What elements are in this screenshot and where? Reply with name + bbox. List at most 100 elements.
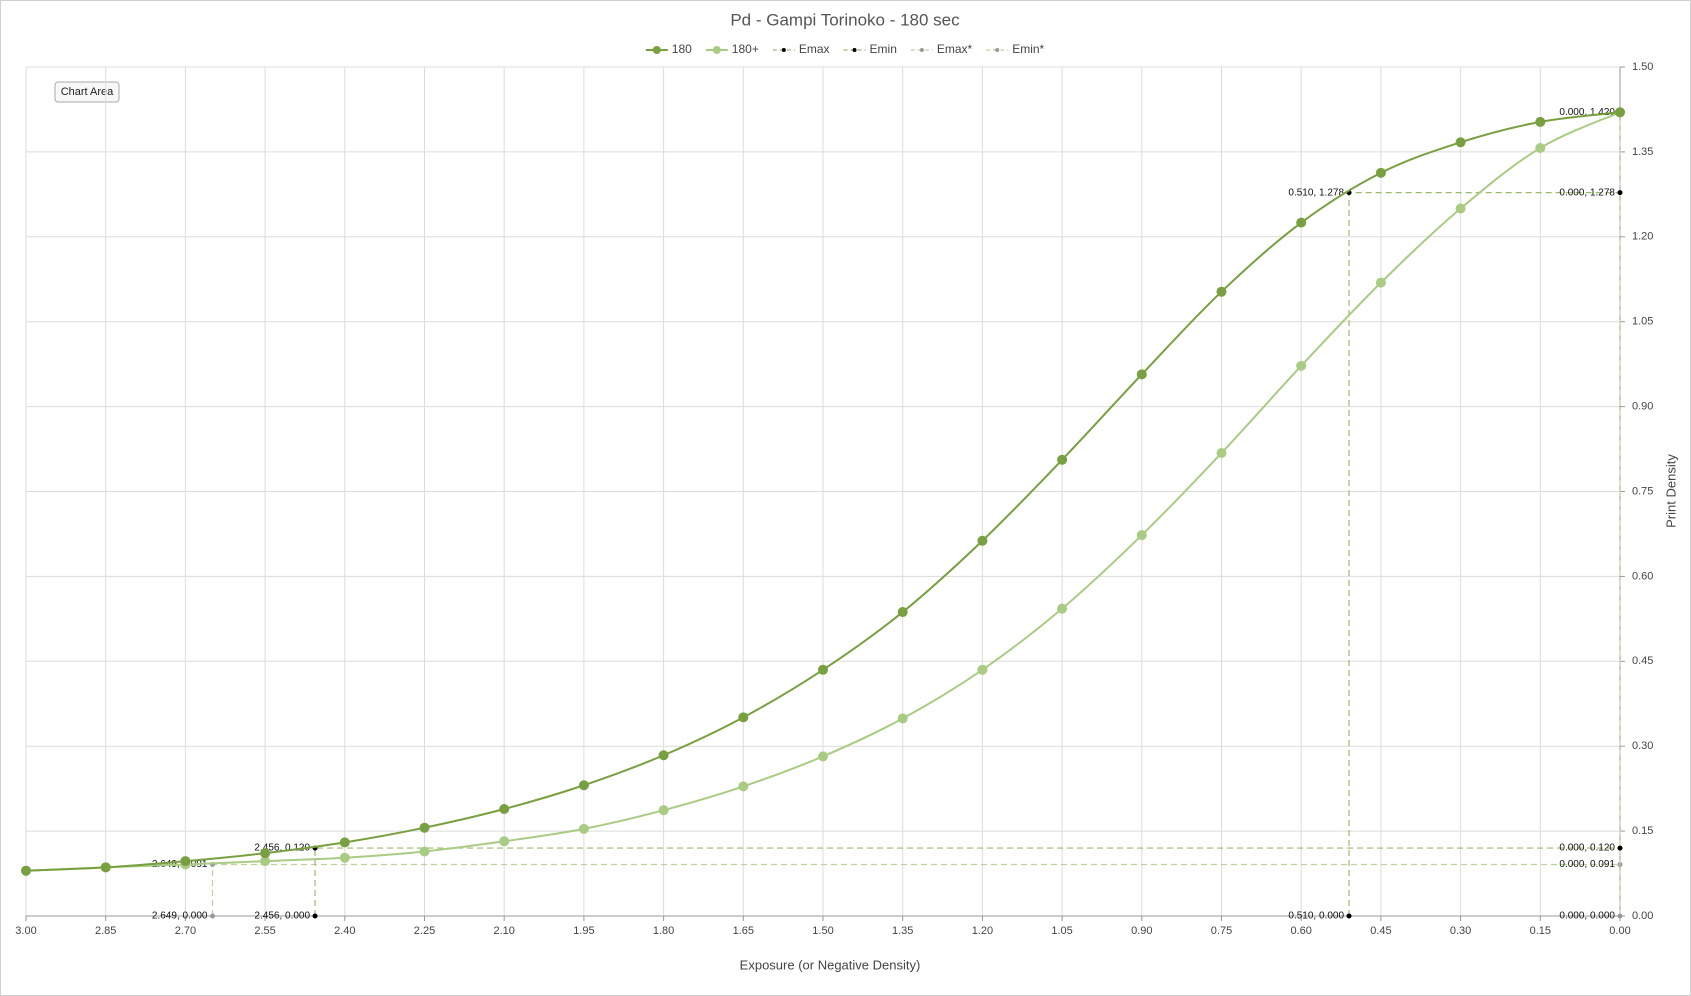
data-label: 0.000, 0.091: [1559, 859, 1615, 870]
x-tick-label: 0.90: [1131, 925, 1152, 937]
data-point: [578, 780, 589, 791]
series-line: [25, 111, 1621, 872]
data-point: [1216, 448, 1227, 459]
data-point: [1455, 137, 1466, 148]
data-point: [738, 781, 749, 792]
legend-item: Emax: [772, 42, 830, 56]
data-point: [658, 750, 669, 761]
data-point: [1057, 603, 1068, 614]
grid: [25, 66, 1621, 917]
series-line: [314, 847, 1620, 916]
y-tick-label: 0.90: [1632, 401, 1653, 413]
legend-label: Emax: [799, 42, 830, 56]
x-tick-label: 2.10: [493, 925, 514, 937]
data-point: [209, 913, 215, 919]
data-point: [1615, 107, 1625, 118]
data-label: 2.649, 0.000: [152, 911, 208, 922]
x-tick-label: 1.95: [573, 925, 594, 937]
x-tick-label: 0.30: [1450, 925, 1471, 937]
data-point: [1617, 845, 1623, 851]
data-label: 0.510, 1.278: [1288, 187, 1344, 198]
data-label: 0.000, 0.000: [1559, 911, 1615, 922]
series: 0.510, 0.000 0.510, 1.278 0.000, 1.278: [1288, 187, 1623, 922]
x-tick-label: 0.15: [1530, 925, 1551, 937]
data-point: [818, 751, 828, 762]
y-tick-label: 0.30: [1632, 740, 1653, 752]
legend-marker: [781, 48, 786, 52]
x-tick-label: 2.70: [175, 925, 196, 937]
data-point: [977, 535, 988, 546]
data-point: [818, 664, 828, 675]
legend-item: Emin: [843, 42, 897, 56]
legend-marker: [712, 46, 721, 54]
legend-item: 180: [645, 42, 692, 56]
data-point: [897, 607, 908, 618]
data-label: 0.000, 1.420: [1559, 107, 1615, 118]
data-point: [658, 805, 669, 816]
data-point: [1136, 369, 1147, 380]
data-point: [180, 856, 191, 867]
data-point: [578, 823, 589, 834]
data-point: [1216, 286, 1227, 297]
x-tick-label: 1.20: [972, 925, 993, 937]
x-tick-label: 0.45: [1370, 925, 1391, 937]
data-point: [1136, 530, 1147, 541]
x-tick-label: 1.80: [653, 925, 674, 937]
legend-item: Emin*: [986, 42, 1045, 56]
x-tick-label: 1.05: [1051, 925, 1072, 937]
data-point: [312, 913, 318, 919]
tooltip-text: Chart Area: [61, 86, 114, 98]
data-point: [419, 822, 430, 833]
data-point: [100, 862, 111, 873]
data-point: [1617, 913, 1623, 919]
data-point: [419, 846, 430, 857]
data-point: [1296, 217, 1307, 228]
legend-label: Emax*: [937, 42, 973, 56]
y-tick-label: 0.15: [1632, 825, 1653, 837]
data-point: [1375, 277, 1386, 288]
legend-marker: [852, 48, 857, 52]
x-tick-label: 0.00: [1609, 925, 1630, 937]
legend-label: Emin*: [1012, 42, 1044, 56]
chart-title: Pd - Gampi Torinoko - 180 sec: [730, 10, 960, 29]
tooltip: Chart Area: [54, 81, 120, 103]
x-tick-label: 2.55: [254, 925, 275, 937]
data-point: [1375, 167, 1386, 178]
data-point: [897, 713, 908, 724]
legend-marker: [919, 48, 924, 52]
legend: 180 180+ Emax Emin Emax* Emin*: [645, 42, 1045, 56]
data-label: 2.456, 0.120: [254, 843, 310, 854]
legend-label: 180: [672, 42, 692, 56]
data-point: [260, 848, 271, 859]
data-point: [499, 804, 510, 815]
series-line: [25, 111, 1621, 872]
x-tick-label: 0.75: [1211, 925, 1232, 937]
series: [21, 107, 1625, 876]
data-point: [977, 664, 988, 675]
data-point: [1346, 913, 1352, 919]
x-tick-label: 3.00: [15, 925, 36, 937]
data-point: [1296, 360, 1307, 371]
data-point: [21, 865, 31, 876]
y-tick-label: 0.60: [1632, 570, 1653, 582]
legend-item: 180+: [705, 42, 759, 56]
y-tick-label: 1.20: [1632, 231, 1653, 243]
legend-marker: [652, 46, 661, 54]
data-label: 2.456, 0.000: [254, 911, 310, 922]
x-tick-label: 2.25: [414, 925, 435, 937]
y-tick-label: 0.00: [1632, 910, 1653, 922]
tooltip-box: [54, 81, 120, 103]
data-point: [1535, 116, 1546, 127]
data-point: [1455, 203, 1466, 214]
data-point: [260, 856, 271, 867]
data-point: [1535, 142, 1546, 153]
x-tick-label: 0.60: [1290, 925, 1311, 937]
x-tick-label: 1.65: [733, 925, 754, 937]
data-label: 0.510, 0.000: [1288, 911, 1344, 922]
data-point: [738, 712, 749, 723]
y-tick-label: 1.35: [1632, 146, 1653, 158]
data-label: 0.000, 0.120: [1559, 843, 1615, 854]
